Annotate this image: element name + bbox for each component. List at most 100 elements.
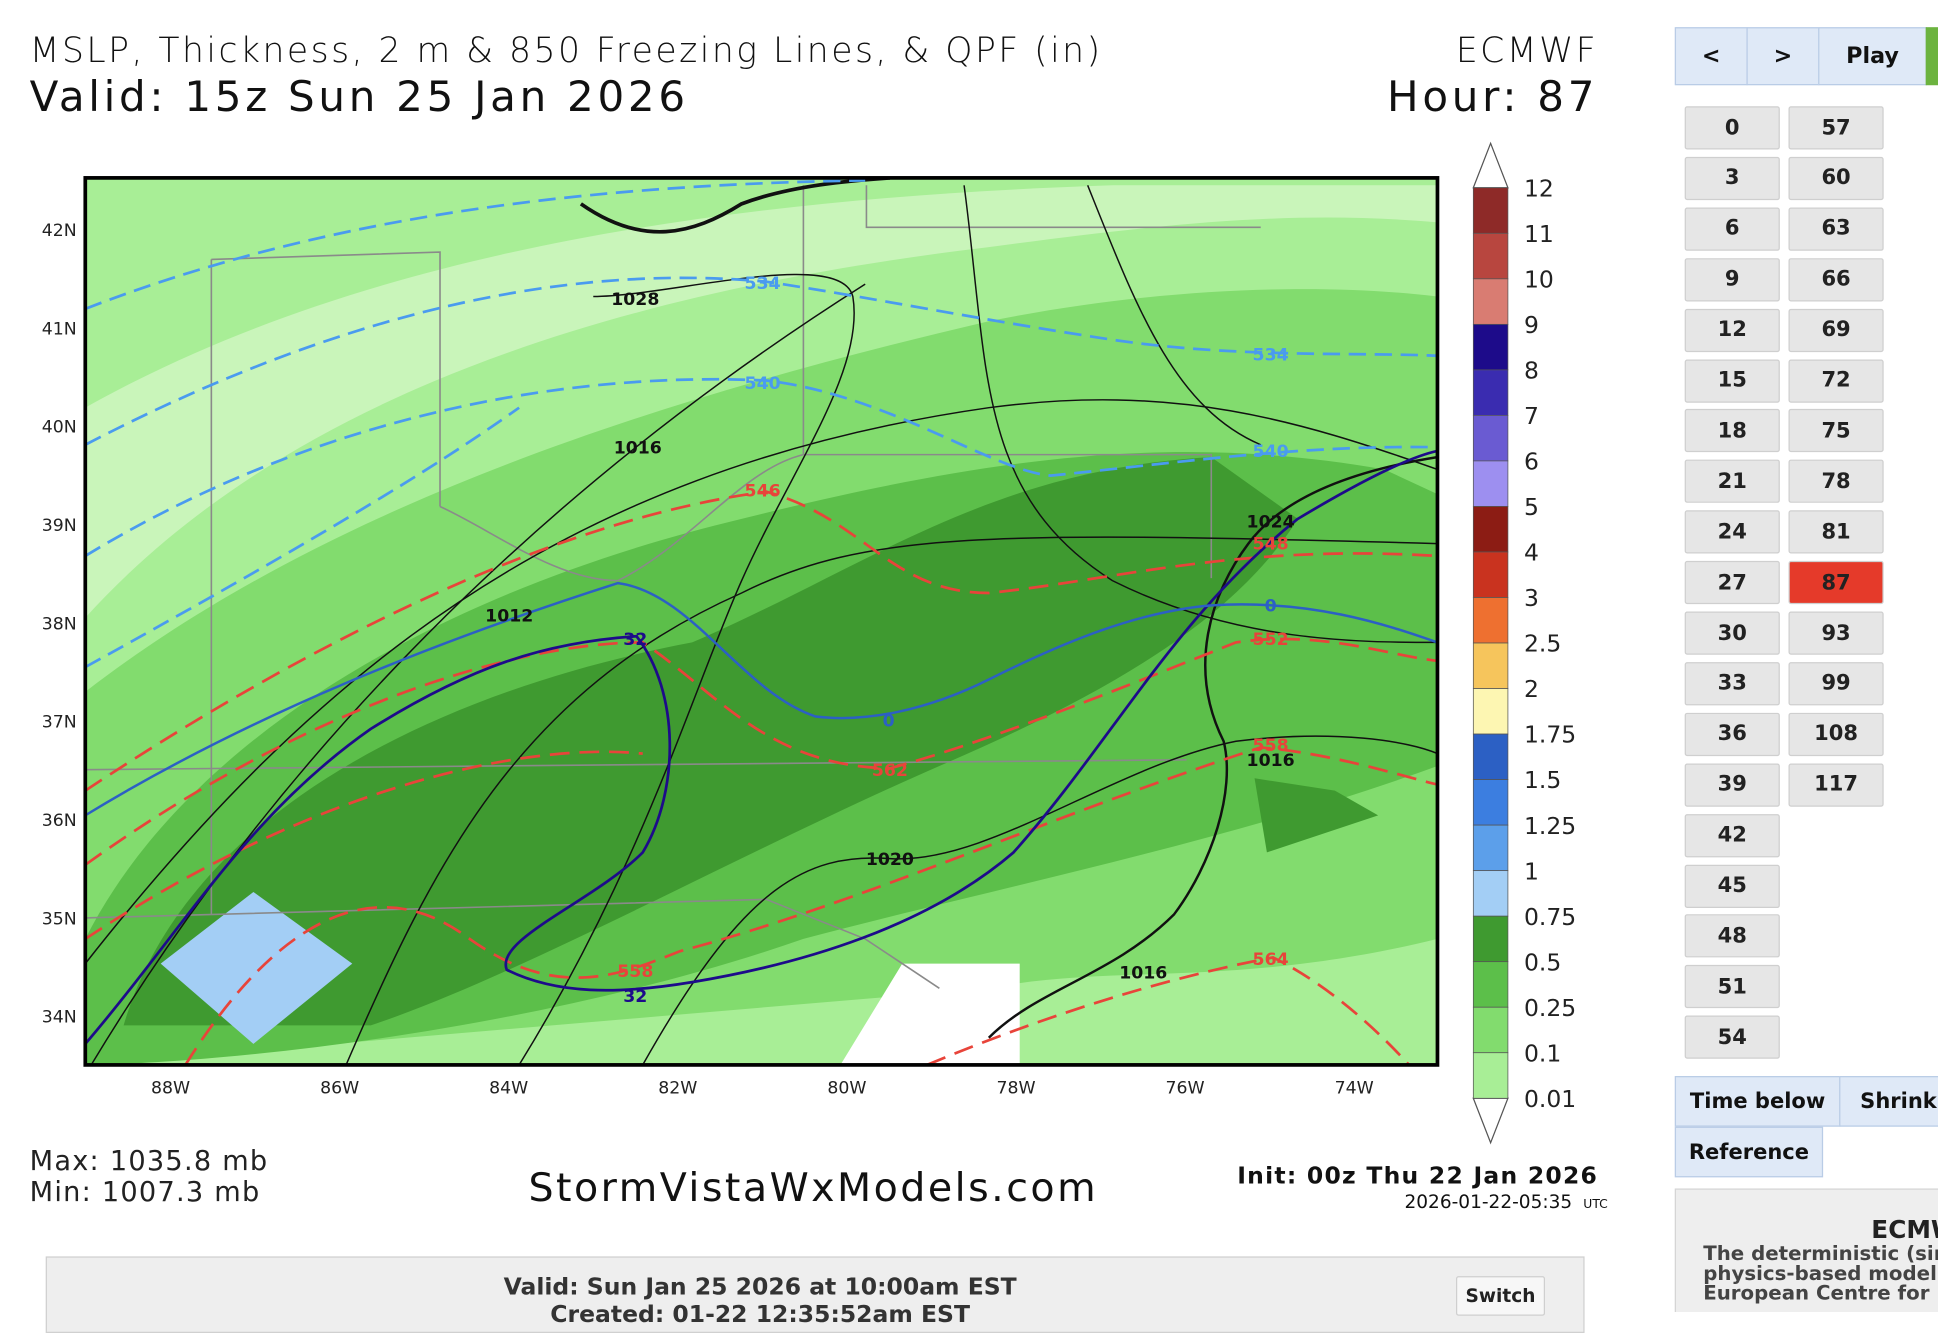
hour-button[interactable]: 99 bbox=[1788, 662, 1884, 706]
colorbar-segment bbox=[1472, 870, 1509, 917]
created-time: 2026-01-22-05:35 bbox=[1404, 1192, 1572, 1213]
hour-button[interactable]: 48 bbox=[1684, 914, 1780, 958]
colorbar-label: 1.25 bbox=[1524, 812, 1576, 840]
hour-button[interactable]: 12 bbox=[1684, 308, 1780, 352]
lat-labels: 42N 41N 40N 39N 38N 37N 36N 35N 34N bbox=[42, 221, 77, 1028]
thickness-label: 552 bbox=[1253, 630, 1289, 650]
play-button[interactable]: Play bbox=[1818, 27, 1927, 86]
colorbar-label: 0.25 bbox=[1524, 994, 1576, 1022]
lon-label: 82W bbox=[658, 1078, 697, 1098]
hour-button[interactable]: 39 bbox=[1684, 763, 1780, 807]
info-line: European Centre for N bbox=[1703, 1281, 1938, 1305]
control-panel: < > Play 0 3 6 9 12 15 18 21 24 27 30 33 36 39 42 45 48 5… bbox=[1656, 0, 1938, 1312]
colorbar: 12 11 10 9 8 7 6 5 4 3 2.5 2 1.75 1.5 1.25 1 0.75 0.5 0.25… bbox=[1472, 141, 1576, 1145]
colorbar-label: 11 bbox=[1524, 220, 1554, 248]
hour-button[interactable]: 54 bbox=[1684, 1015, 1780, 1059]
hour-button[interactable]: 66 bbox=[1788, 257, 1884, 302]
hour-button[interactable]: 63 bbox=[1788, 207, 1884, 251]
lon-label: 76W bbox=[1166, 1078, 1205, 1098]
hour-button[interactable]: 45 bbox=[1684, 864, 1780, 908]
info-line: physics-based model bbox=[1703, 1261, 1937, 1285]
colorbar-segment bbox=[1472, 824, 1509, 872]
hour-button[interactable]: 87 bbox=[1788, 560, 1884, 605]
lon-label: 74W bbox=[1335, 1078, 1374, 1098]
thickness-label: 540 bbox=[745, 374, 781, 394]
hour-button[interactable]: 81 bbox=[1788, 510, 1884, 554]
hour-label: Hour: bbox=[1387, 72, 1520, 121]
colorbar-label: 6 bbox=[1524, 448, 1539, 476]
colorbar-label: 10 bbox=[1524, 265, 1554, 293]
init-time: Init: 00z Thu 22 Jan 2026 bbox=[1237, 1162, 1598, 1190]
speed-button[interactable] bbox=[1925, 27, 1938, 86]
isobar-label: 1024 bbox=[1247, 513, 1295, 533]
thickness-label: 546 bbox=[745, 482, 781, 502]
colorbar-label: 7 bbox=[1524, 402, 1539, 430]
colorbar-label: 3 bbox=[1524, 584, 1539, 612]
colorbar-label: 0.75 bbox=[1524, 903, 1576, 931]
lat-label: 42N bbox=[42, 221, 77, 241]
hour-button[interactable]: 6 bbox=[1684, 207, 1780, 251]
colorbar-segment bbox=[1472, 415, 1509, 462]
switch-button[interactable]: Switch bbox=[1456, 1276, 1545, 1316]
lat-label: 41N bbox=[42, 319, 77, 339]
hour-button[interactable]: 108 bbox=[1788, 712, 1884, 756]
hour-button[interactable]: 21 bbox=[1684, 459, 1780, 504]
hour-button[interactable]: 57 bbox=[1788, 106, 1884, 150]
hour-button[interactable]: 0 bbox=[1684, 106, 1780, 150]
map-field bbox=[85, 177, 1438, 1065]
isobar-label: 1028 bbox=[611, 290, 659, 310]
hour-button[interactable]: 72 bbox=[1788, 358, 1884, 403]
colorbar-segment bbox=[1472, 506, 1509, 553]
colorbar-segment bbox=[1472, 1052, 1509, 1099]
hour-button[interactable]: 36 bbox=[1684, 712, 1780, 756]
hour-button[interactable]: 33 bbox=[1684, 662, 1780, 706]
hour-button[interactable]: 15 bbox=[1684, 358, 1780, 403]
prev-button[interactable]: < bbox=[1674, 27, 1748, 86]
colorbar-label: 2 bbox=[1524, 675, 1539, 703]
thickness-label: 548 bbox=[1253, 535, 1289, 555]
hour-button[interactable]: 27 bbox=[1684, 560, 1780, 605]
colorbar-label: 4 bbox=[1524, 539, 1539, 567]
map-title: MSLP, Thickness, 2 m & 850 Freezing Line… bbox=[30, 31, 1103, 71]
freezing-label: 0 bbox=[883, 711, 895, 731]
colorbar-label: 8 bbox=[1524, 357, 1539, 385]
hour-button[interactable]: 24 bbox=[1684, 510, 1780, 554]
hour-button[interactable]: 75 bbox=[1788, 409, 1884, 453]
lon-label: 88W bbox=[151, 1078, 190, 1098]
isobar-label: 1016 bbox=[1119, 963, 1167, 983]
lat-label: 38N bbox=[42, 614, 77, 634]
thickness-label: 534 bbox=[1253, 346, 1289, 366]
hour-button[interactable]: 51 bbox=[1684, 965, 1780, 1009]
hour-button[interactable]: 69 bbox=[1788, 308, 1884, 352]
lon-label: 86W bbox=[320, 1078, 359, 1098]
reference-button[interactable]: Reference bbox=[1674, 1126, 1824, 1178]
colorbar-segment bbox=[1472, 733, 1509, 780]
time-below-button[interactable]: Time below bbox=[1674, 1076, 1841, 1127]
thickness-label: 558 bbox=[617, 962, 653, 982]
lon-labels: 88W 86W 84W 82W 80W 78W 76W 74W bbox=[151, 1078, 1374, 1098]
colorbar-label: 1.5 bbox=[1524, 766, 1561, 794]
hour-button[interactable]: 78 bbox=[1788, 459, 1884, 504]
hour-button[interactable]: 42 bbox=[1684, 813, 1780, 857]
hour-button[interactable]: 93 bbox=[1788, 611, 1884, 655]
isobar-label: 1012 bbox=[485, 606, 533, 626]
colorbar-segment bbox=[1472, 551, 1509, 598]
freezing-label: 32 bbox=[623, 630, 647, 650]
colorbar-segment bbox=[1472, 688, 1509, 735]
lat-label: 37N bbox=[42, 713, 77, 733]
thickness-label: 540 bbox=[1253, 442, 1289, 462]
hour-button[interactable]: 9 bbox=[1684, 257, 1780, 302]
hour-button[interactable]: 60 bbox=[1788, 156, 1884, 200]
freezing-label: 32 bbox=[623, 987, 647, 1007]
hour-button[interactable]: 18 bbox=[1684, 409, 1780, 453]
thickness-label: 562 bbox=[872, 761, 908, 781]
hour-button[interactable]: 117 bbox=[1788, 763, 1884, 807]
hour-button[interactable]: 3 bbox=[1684, 156, 1780, 200]
shrink-button[interactable]: Shrink T bbox=[1839, 1076, 1938, 1127]
next-button[interactable]: > bbox=[1746, 27, 1820, 86]
colorbar-segment bbox=[1472, 187, 1509, 234]
hour-button[interactable]: 30 bbox=[1684, 611, 1780, 655]
isobar-label: 1016 bbox=[1247, 751, 1295, 771]
lon-label: 84W bbox=[489, 1078, 528, 1098]
colorbar-label: 0.5 bbox=[1524, 948, 1561, 976]
